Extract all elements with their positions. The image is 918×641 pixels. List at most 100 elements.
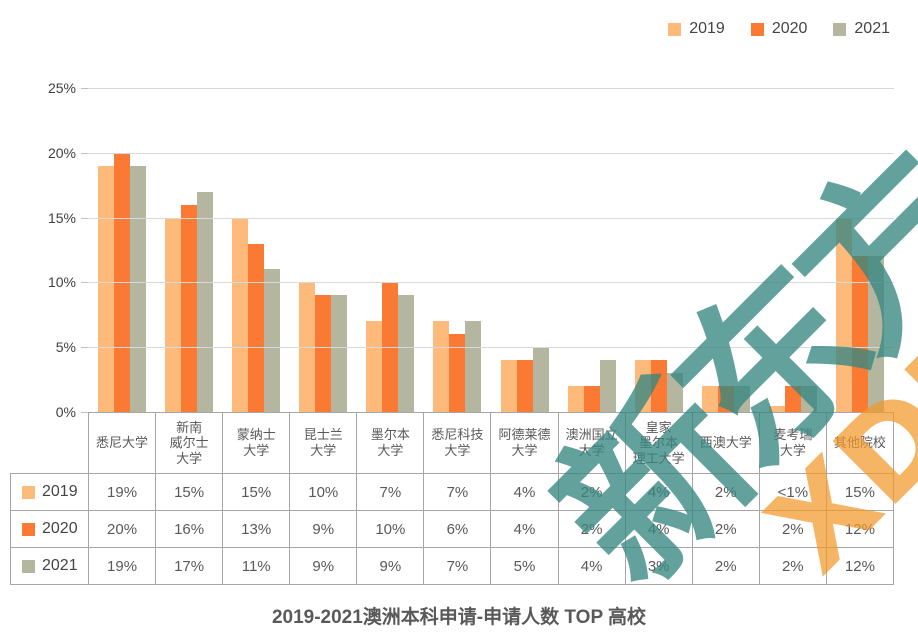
bar-2020: [180, 204, 197, 412]
bar-2019: [634, 360, 651, 412]
column-header: 蒙纳士 大学: [222, 412, 291, 474]
bar-2020: [785, 386, 802, 412]
legend-item-2019: 2019: [668, 20, 725, 38]
column-header: 墨尔本 大学: [356, 412, 425, 474]
column-header: 新南 威尔士 大学: [155, 412, 224, 474]
table-cell: 7%: [356, 473, 425, 511]
table-cell: 19%: [87, 473, 157, 511]
bar-2020: [718, 386, 735, 412]
bar-groups: [88, 88, 894, 412]
bar-2021: [734, 386, 751, 412]
bar-2021: [532, 347, 549, 412]
bar-2020: [516, 360, 533, 412]
bar-2021: [398, 295, 415, 412]
y-axis-tick: [81, 412, 88, 413]
table-cell: 13%: [222, 510, 291, 548]
series-label: 2021: [42, 557, 78, 574]
data-table: 悉尼大学 新南 威尔士 大学 蒙纳士 大学 昆士兰 大学 墨尔本 大学 悉尼科技 大学 阿德…: [10, 412, 895, 585]
bar-2019: [769, 405, 786, 412]
y-axis-label: 15%: [47, 209, 76, 226]
bar-2021: [666, 373, 683, 412]
table-cell: 7%: [423, 473, 492, 511]
table-cell: 3%: [624, 547, 693, 585]
table-cell: 9%: [356, 547, 425, 585]
table-cell: <1%: [758, 473, 827, 511]
column-header: 西澳大学: [691, 412, 760, 474]
plot-area: 0% 5% 10% 15% 20% 25%: [48, 80, 894, 420]
y-axis-label: 10%: [47, 274, 76, 291]
gridline: [88, 88, 894, 89]
bar-2021: [801, 386, 818, 412]
bar-group: [155, 88, 222, 412]
series-swatch-icon: [22, 522, 35, 536]
bar-group: [424, 88, 491, 412]
bar-2019: [97, 165, 114, 412]
bar-group: [558, 88, 625, 412]
series-label-cell: 2019: [10, 473, 89, 511]
table-cell: 2%: [691, 473, 760, 511]
table-cell: 2%: [758, 510, 827, 548]
table-corner-cell: [11, 413, 89, 474]
y-axis-tick: [81, 217, 88, 219]
bar-2020: [247, 243, 264, 412]
table-cell: 4%: [490, 473, 559, 511]
legend-label: 2020: [771, 20, 808, 37]
table-cell: 10%: [356, 510, 425, 548]
table-cell: 2%: [691, 510, 760, 548]
column-header: 澳洲国立 大学: [557, 412, 626, 474]
table-row: 2021 19% 17% 11% 9% 9% 7% 5% 4% 3% 2% 2% 12%: [10, 547, 895, 585]
y-axis-tick: [81, 88, 88, 89]
bar-2021: [465, 321, 482, 412]
bar-group: [693, 88, 760, 412]
bar-2020: [315, 295, 332, 412]
table-cell: 6%: [423, 510, 492, 548]
y-axis-label: 25%: [47, 80, 76, 96]
bar-2019: [500, 360, 517, 412]
table-cell: 11%: [222, 547, 291, 585]
bar-2019: [366, 321, 383, 412]
table-cell: 4%: [490, 510, 559, 548]
column-header: 皇家 墨尔本 理工大学: [624, 412, 693, 474]
table-cell: 9%: [289, 510, 358, 548]
table-cell: 4%: [624, 473, 693, 511]
y-axis-label: 5%: [55, 339, 76, 356]
table-cell: 19%: [87, 547, 157, 585]
y-axis-label: 20%: [47, 144, 76, 161]
table-header-row: 悉尼大学 新南 威尔士 大学 蒙纳士 大学 昆士兰 大学 墨尔本 大学 悉尼科技 大学 阿德…: [11, 412, 895, 474]
bar-2019: [702, 386, 719, 412]
bar-group: [491, 88, 558, 412]
bar-2021: [263, 269, 280, 412]
bar-2019: [231, 217, 248, 412]
legend-swatch-icon: [750, 22, 764, 36]
bar-2019: [433, 321, 450, 412]
chart-legend: 2019 2020 2021: [668, 20, 890, 38]
y-axis-tick: [81, 347, 88, 349]
bar-group: [290, 88, 357, 412]
bar-group: [357, 88, 424, 412]
table-cell: 15%: [825, 473, 895, 511]
table-cell: 5%: [490, 547, 559, 585]
bar-2021: [331, 295, 348, 412]
bar-2019: [567, 386, 584, 412]
y-axis-label: 0%: [55, 404, 76, 420]
series-swatch-icon: [22, 559, 35, 573]
bar-group: [88, 88, 155, 412]
bar-2021: [196, 191, 213, 412]
legend-swatch-icon: [668, 22, 682, 36]
table-row: 2020 20% 16% 13% 9% 10% 6% 4% 2% 4% 2% 2% 12%: [10, 510, 895, 548]
chart-title: 2019-2021澳洲本科申请-申请人数 TOP 高校: [271, 607, 647, 628]
table-cell: 2%: [691, 547, 760, 585]
series-label-cell: 2021: [10, 547, 89, 585]
legend-item-2020: 2020: [750, 20, 808, 38]
legend-label: 2019: [689, 20, 725, 37]
column-header: 阿德莱德 大学: [490, 412, 559, 474]
series-label: 2020: [42, 520, 78, 537]
column-header: 其他院校: [825, 412, 895, 474]
gridline: [88, 347, 894, 349]
bar-group: [222, 88, 289, 412]
table-cell: 2%: [557, 510, 626, 548]
bar-2019: [836, 217, 853, 412]
bar-2020: [583, 386, 600, 412]
table-cell: 7%: [423, 547, 492, 585]
